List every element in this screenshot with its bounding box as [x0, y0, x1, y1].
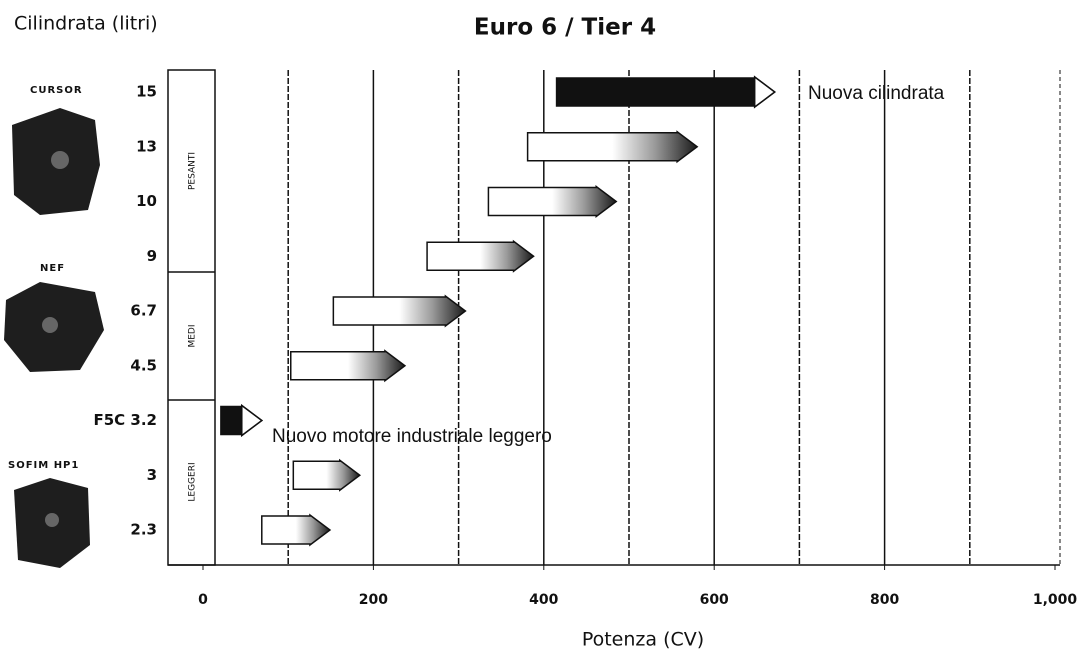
y-tick-label: 6.7 [130, 302, 157, 320]
bar [426, 239, 535, 273]
x-tick-label: 400 [529, 592, 558, 608]
x-tick-label: 800 [870, 592, 899, 608]
chart-title: Euro 6 / Tier 4 [474, 15, 656, 41]
x-tick-label: 200 [359, 592, 388, 608]
y-tick-label: 4.5 [130, 356, 157, 374]
group-label: PESANTI [188, 152, 198, 190]
y-axis-label: Cilindrata (litri) [14, 13, 158, 35]
annotation: Nuova cilindrata [808, 83, 945, 104]
group-label: MEDI [188, 324, 198, 347]
bar-tip [241, 404, 264, 437]
engine-label: NEF [40, 263, 65, 274]
bar [290, 349, 407, 383]
bar [332, 294, 467, 328]
annotation: Nuovo motore industriale leggero [272, 426, 552, 447]
x-axis-label: Potenza (CV) [582, 629, 704, 651]
y-tick-label: 2.3 [130, 521, 157, 539]
y-tick-label: 9 [147, 247, 157, 265]
y-tick-label: 13 [136, 137, 157, 155]
bar [555, 75, 776, 109]
bar [292, 458, 362, 492]
x-tick-label: 0 [198, 592, 208, 608]
bar [487, 185, 618, 218]
engine-label: CURSOR [30, 85, 83, 96]
engine-label: SOFIM HP1 [8, 460, 79, 471]
x-tick-label: 600 [700, 592, 729, 608]
y-tick-label: F5C 3.2 [94, 411, 158, 429]
group-label: LEGGERI [188, 462, 198, 501]
bar-tip [753, 75, 776, 109]
y-tick-label: 15 [136, 83, 157, 101]
engine-image [4, 108, 104, 568]
x-tick-label: 1,000 [1033, 592, 1078, 608]
bar [526, 130, 699, 164]
y-tick-label: 3 [147, 466, 157, 484]
y-tick-label: 10 [136, 192, 157, 210]
bar [261, 513, 332, 547]
